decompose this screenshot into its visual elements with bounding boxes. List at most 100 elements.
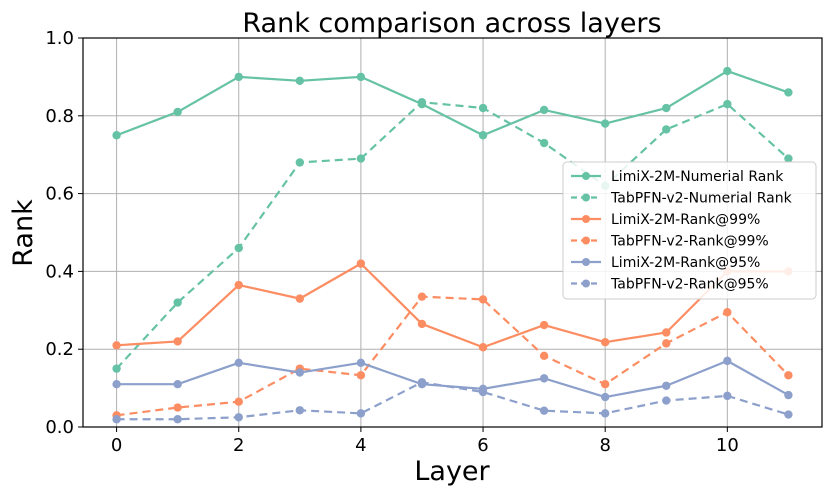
- chart-title: Rank comparison across layers: [242, 8, 661, 39]
- data-point: [173, 380, 182, 389]
- data-point: [478, 103, 488, 113]
- data-point: [356, 371, 366, 380]
- legend-item: LimiX-2M-Numerial Rank: [571, 169, 784, 185]
- series-line: [116, 381, 789, 421]
- data-point: [295, 406, 305, 415]
- data-point: [662, 125, 671, 134]
- y-tick-label: 0.0: [45, 417, 74, 438]
- data-point: [723, 356, 732, 366]
- series-0: [112, 66, 793, 140]
- legend-marker: [582, 236, 590, 245]
- data-point: [600, 392, 610, 402]
- x-axis-label: Layer: [414, 456, 490, 487]
- data-point: [539, 105, 549, 115]
- data-point: [662, 328, 671, 337]
- data-point: [478, 131, 488, 140]
- data-point: [295, 158, 305, 167]
- data-point: [723, 391, 732, 401]
- data-point: [600, 409, 610, 418]
- x-tick-label: 6: [477, 435, 488, 456]
- data-point: [234, 397, 243, 406]
- data-point: [173, 107, 182, 117]
- series-line: [115, 101, 790, 370]
- data-point: [234, 72, 243, 82]
- y-tick-label: 0.2: [45, 339, 74, 360]
- data-point: [539, 406, 549, 415]
- data-point: [539, 351, 549, 361]
- y-axis-label: Rank: [8, 199, 39, 267]
- data-point: [723, 308, 732, 317]
- data-point: [356, 409, 366, 418]
- data-point: [173, 298, 182, 307]
- x-tick-label: 4: [355, 435, 366, 456]
- data-point: [478, 295, 488, 304]
- data-point: [234, 280, 243, 290]
- data-point: [784, 88, 793, 97]
- axes: 0 2 4 6 8 10 0.0 0.2 0.4 0.6 0.8 1.0: [45, 28, 823, 456]
- data-point: [295, 76, 305, 85]
- series-line: [116, 69, 789, 137]
- legend-label: TabPFN-v2-Rank@99%: [610, 234, 769, 250]
- legend-label: LimiX-2M-Numerial Rank: [611, 169, 784, 185]
- legend-marker: [582, 193, 590, 202]
- legend-item: TabPFN-v2-Rank@99%: [571, 234, 769, 250]
- x-tick-label: 10: [716, 435, 739, 456]
- data-point: [417, 378, 427, 387]
- legend-item: LimiX-2M-Rank@99%: [571, 212, 760, 228]
- series-3: [112, 292, 793, 420]
- data-point: [600, 337, 610, 347]
- legend-marker: [582, 279, 590, 288]
- series-line: [116, 262, 789, 349]
- legend-label: TabPFN-v2-Numerial Rank: [610, 191, 793, 207]
- series-line: [116, 359, 789, 399]
- data-point: [356, 358, 366, 368]
- data-point: [112, 131, 121, 140]
- y-tick-label: 0.6: [45, 184, 74, 205]
- data-point: [478, 343, 488, 352]
- data-point: [417, 292, 427, 301]
- data-point: [723, 99, 732, 109]
- data-point: [112, 415, 121, 424]
- data-point: [539, 320, 549, 330]
- data-point: [234, 243, 243, 253]
- data-point: [173, 403, 182, 412]
- series-1: [112, 97, 793, 373]
- data-point: [356, 72, 366, 82]
- y-tick-label: 0.8: [45, 106, 74, 127]
- y-tick-label: 0.4: [45, 261, 74, 282]
- data-point: [723, 66, 732, 76]
- data-point: [662, 339, 671, 348]
- data-point: [295, 368, 305, 377]
- data-point: [662, 381, 671, 390]
- data-point: [234, 358, 243, 368]
- data-point: [478, 387, 488, 397]
- legend-label: LimiX-2M-Rank@99%: [611, 212, 760, 228]
- series-line: [116, 295, 790, 417]
- data-point: [600, 119, 610, 128]
- series-5: [112, 378, 793, 424]
- x-tick-label: 0: [111, 435, 122, 456]
- x-tick-label: 8: [599, 435, 610, 456]
- data-point: [173, 337, 182, 346]
- legend-label: LimiX-2M-Rank@95%: [611, 255, 760, 271]
- data-point: [356, 259, 366, 268]
- data-point: [539, 374, 549, 383]
- data-point: [784, 410, 793, 419]
- data-point: [662, 103, 671, 113]
- data-point: [356, 154, 366, 163]
- legend-box: [562, 161, 817, 300]
- legend-label: TabPFN-v2-Rank@95%: [610, 277, 769, 293]
- data-point: [600, 380, 610, 389]
- legend-item: TabPFN-v2-Rank@95%: [571, 277, 769, 293]
- data-point: [112, 341, 121, 350]
- legend-marker: [582, 172, 590, 180]
- data-point: [784, 390, 793, 400]
- data-point: [112, 380, 121, 389]
- data-point: [173, 415, 182, 424]
- data-point: [417, 97, 427, 107]
- data-point: [417, 319, 427, 329]
- legend-marker: [582, 258, 590, 266]
- legend: LimiX-2M-Numerial Rank TabPFN-v2-Numerial…: [562, 161, 817, 300]
- data-point: [295, 294, 305, 303]
